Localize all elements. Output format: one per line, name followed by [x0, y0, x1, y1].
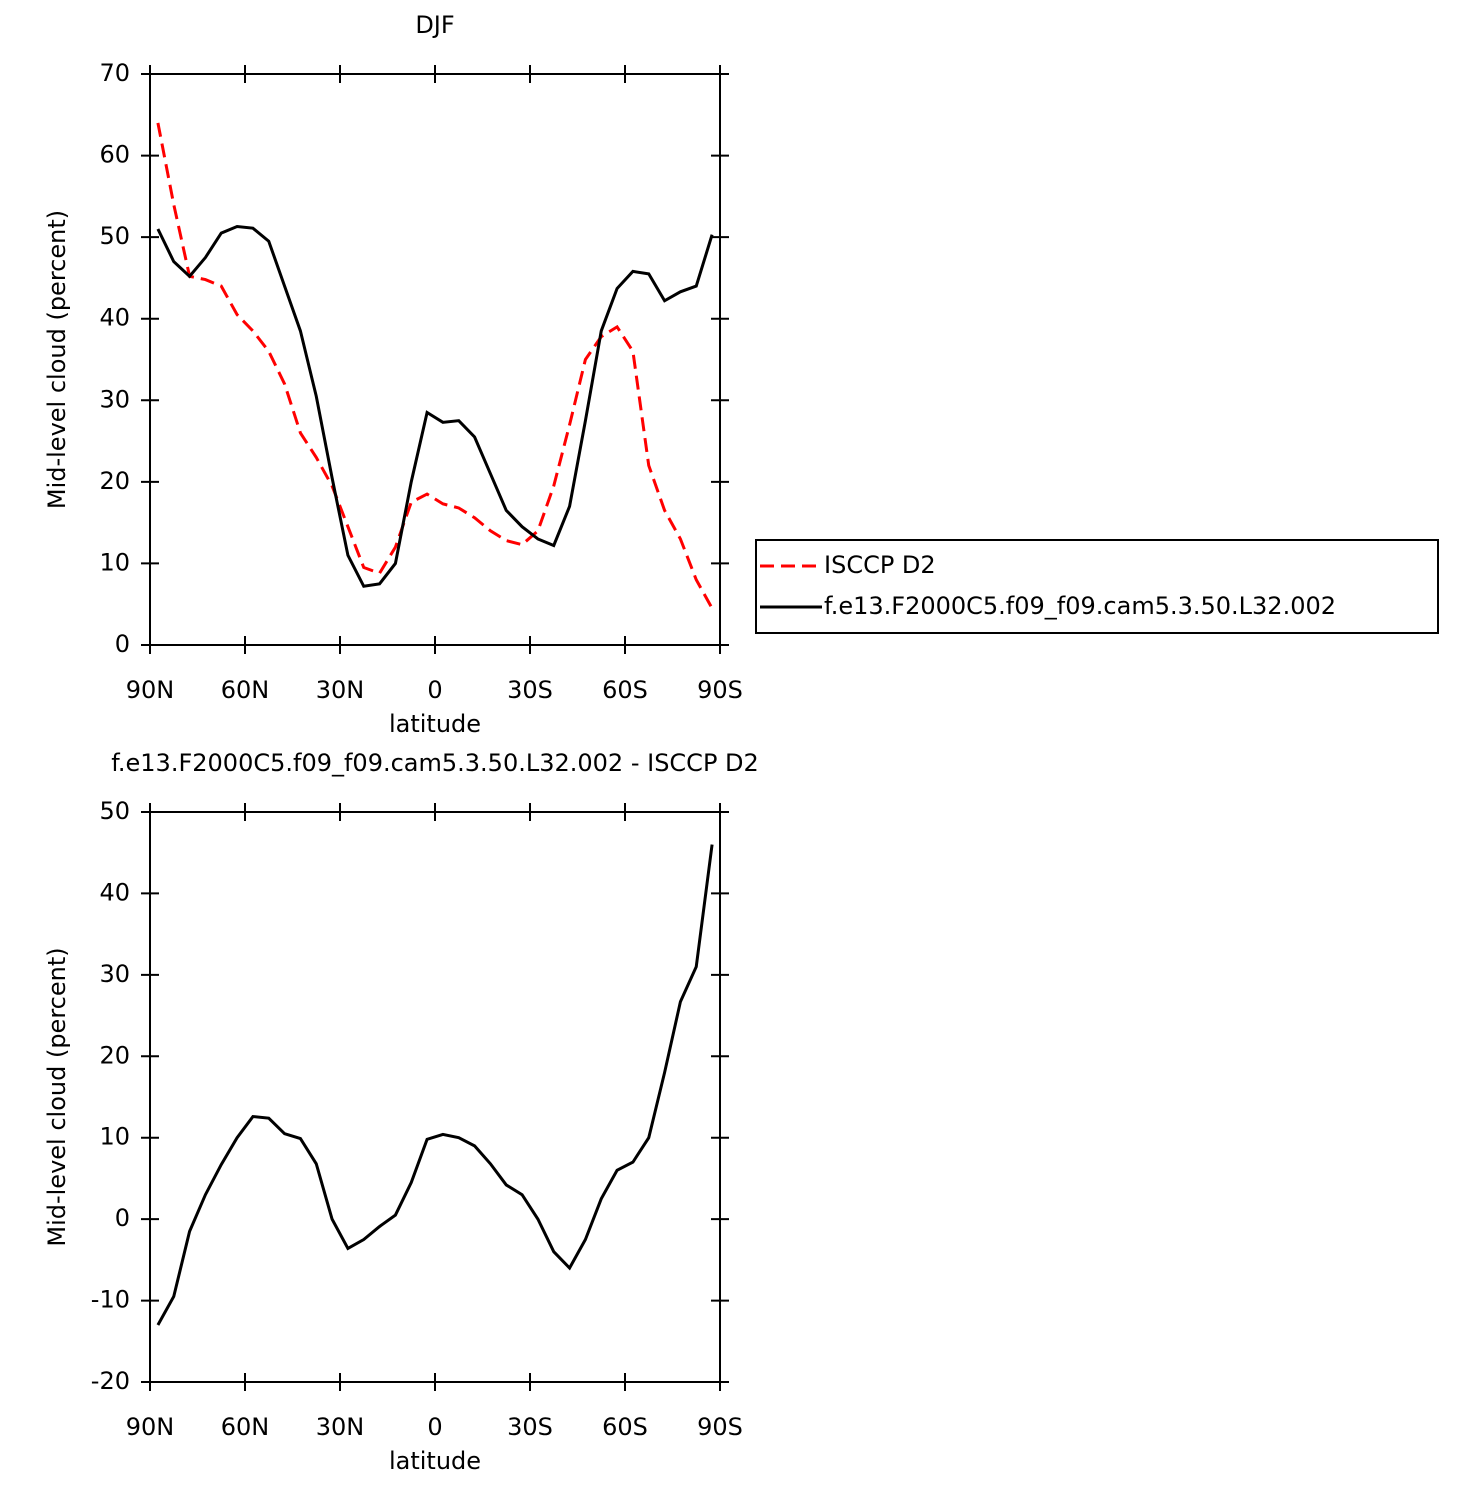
y-tick-label: -20: [91, 1367, 130, 1395]
y-tick-label: 20: [99, 467, 130, 495]
plot-frame: [149, 811, 721, 1383]
chart-title: DJF: [415, 11, 454, 39]
data-line: [156, 225, 714, 588]
y-tick-label: 20: [99, 1041, 130, 1069]
y-tick-label: 30: [99, 960, 130, 988]
x-tick-label: 30N: [316, 1413, 365, 1441]
x-tick-label: 60S: [602, 676, 648, 704]
y-tick-label: 40: [99, 878, 130, 906]
legend-label: f.e13.F2000C5.f09_f09.cam5.3.50.L32.002: [824, 592, 1336, 620]
legend-label: ISCCP D2: [824, 551, 936, 579]
x-tick-label: 60N: [221, 676, 270, 704]
x-axis-label: latitude: [389, 710, 481, 738]
data-line: [156, 844, 714, 1326]
y-axis-label: Mid-level cloud (percent): [43, 210, 71, 509]
chart-title: f.e13.F2000C5.f09_f09.cam5.3.50.L32.002 …: [111, 749, 759, 777]
y-tick-label: 10: [99, 548, 130, 576]
x-tick-label: 90N: [126, 676, 175, 704]
y-axis-label: Mid-level cloud (percent): [43, 947, 71, 1246]
y-tick-label: 0: [115, 630, 130, 658]
x-tick-label: 0: [427, 676, 442, 704]
x-tick-label: 0: [427, 1413, 442, 1441]
legend-box: [755, 539, 1439, 634]
y-tick-label: 10: [99, 1123, 130, 1151]
y-tick-label: 50: [99, 797, 130, 825]
y-tick-label: -10: [91, 1286, 130, 1314]
x-tick-label: 90N: [126, 1413, 175, 1441]
y-tick-label: 50: [99, 222, 130, 250]
x-tick-label: 30S: [507, 1413, 553, 1441]
x-axis-label: latitude: [389, 1447, 481, 1475]
x-tick-label: 90S: [697, 1413, 743, 1441]
x-tick-label: 30S: [507, 676, 553, 704]
x-tick-label: 30N: [316, 676, 365, 704]
x-tick-label: 60N: [221, 1413, 270, 1441]
y-tick-label: 0: [115, 1204, 130, 1232]
y-tick-label: 40: [99, 304, 130, 332]
y-tick-label: 30: [99, 385, 130, 413]
data-line: [156, 122, 714, 610]
y-tick-label: 70: [99, 59, 130, 87]
x-tick-label: 90S: [697, 676, 743, 704]
y-tick-label: 60: [99, 141, 130, 169]
x-tick-label: 60S: [602, 1413, 648, 1441]
